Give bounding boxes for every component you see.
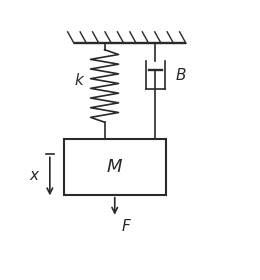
Text: x: x <box>29 168 38 183</box>
Text: B: B <box>175 67 186 83</box>
Text: k: k <box>75 73 83 88</box>
Text: F: F <box>121 219 130 234</box>
Bar <box>64 139 166 195</box>
Text: M: M <box>107 158 122 176</box>
